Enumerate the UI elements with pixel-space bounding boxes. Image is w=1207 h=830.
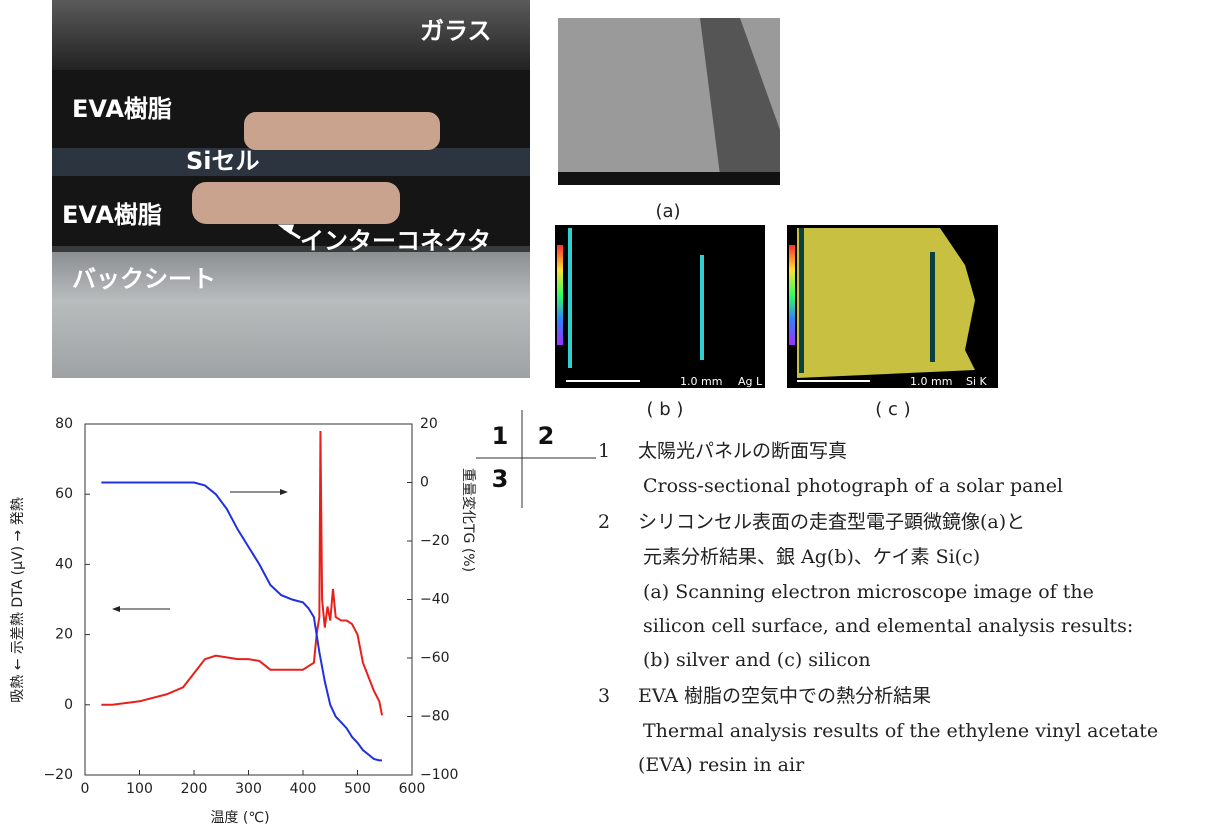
- caption-en: Thermal analysis results of the ethylene…: [643, 720, 1158, 742]
- layout-key: 1 2 3: [476, 410, 596, 508]
- panel-label: (a): [655, 201, 680, 222]
- panel-label: ( c ): [875, 399, 910, 420]
- page: {"photo": {"labels": ["ガラス", "EVA樹脂", "S…: [0, 0, 1207, 830]
- caption-ja: EVA 樹脂の空気中での熱分析結果: [638, 685, 931, 707]
- y2-tick-label: 0: [420, 475, 429, 491]
- sem-images: (a) 1.0 mm Ag L ( b ) 1.0 mm Si K ( c ): [555, 18, 998, 420]
- y2-tick-label: −100: [420, 767, 458, 783]
- element-label: Si K: [966, 375, 988, 388]
- y2-tick-label: −80: [420, 709, 450, 725]
- caption-en: (EVA) resin in air: [638, 754, 805, 776]
- caption-number: 2: [598, 511, 610, 533]
- y-tick-label: 60: [55, 486, 73, 502]
- y-tick-label: 20: [55, 627, 73, 643]
- y-tick-label: 40: [55, 556, 73, 572]
- photo-label: Siセル: [186, 147, 260, 175]
- chart: 温度 (℃) 吸熱 ← 示差熱 DTA (μV) → 発熱 重量変化TG (%)…: [10, 416, 476, 826]
- plot-frame: [85, 424, 412, 775]
- key-number: 2: [538, 422, 555, 450]
- photo-label: EVA樹脂: [72, 95, 172, 123]
- y2-tick-label: 20: [420, 416, 438, 432]
- panel-label: ( b ): [647, 399, 684, 420]
- key-number: 3: [492, 465, 509, 493]
- scale-bar: 1.0 mm: [910, 375, 952, 388]
- y2-axis-title: 重量変化TG (%): [460, 468, 476, 572]
- caption-ja: 太陽光パネルの断面写真: [638, 440, 847, 462]
- key-number: 1: [492, 422, 509, 450]
- photo-label: ガラス: [420, 17, 492, 45]
- y-tick-label: −20: [43, 767, 73, 783]
- photo-label: インターコネクタ: [300, 227, 491, 255]
- annotation-arrows: [112, 489, 288, 612]
- x-tick-label: 300: [235, 781, 262, 797]
- x-tick-label: 100: [126, 781, 153, 797]
- x-tick-label: 400: [290, 781, 317, 797]
- y2-tick-label: −60: [420, 650, 450, 666]
- scale-bar: 1.0 mm: [680, 375, 722, 388]
- x-tick-label: 200: [181, 781, 208, 797]
- caption-number: 1: [598, 440, 610, 462]
- y2-tick-label: −20: [420, 533, 450, 549]
- caption-en: silicon cell surface, and elemental anal…: [643, 615, 1133, 637]
- caption-ja: 元素分析結果、銀 Ag(b)、ケイ素 Si(c): [643, 546, 980, 568]
- element-label: Ag L: [738, 375, 763, 388]
- photo-label: バックシート: [72, 265, 216, 293]
- caption-en: (b) silver and (c) silicon: [643, 649, 871, 671]
- cross-section-photo: ガラス EVA樹脂 Siセル EVA樹脂 インターコネクタ バックシート: [52, 0, 530, 378]
- x-axis-title: 温度 (℃): [210, 810, 269, 826]
- captions: 1 太陽光パネルの断面写真 Cross-sectional photograph o…: [598, 440, 1158, 776]
- y-tick-label: 80: [55, 416, 73, 432]
- data-line: [101, 431, 382, 715]
- x-tick-label: 600: [399, 781, 426, 797]
- x-tick-label: 0: [81, 781, 90, 797]
- y-tick-label: 0: [64, 697, 73, 713]
- x-tick-label: 500: [344, 781, 371, 797]
- caption-en: (a) Scanning electron microscope image o…: [643, 581, 1094, 603]
- photo-label: EVA樹脂: [62, 201, 162, 229]
- figure: ガラス EVA樹脂 Siセル EVA樹脂 インターコネクタ バックシート (a)…: [0, 0, 1207, 830]
- data-line: [101, 483, 382, 761]
- y-axis-title: 吸熱 ← 示差熱 DTA (μV) → 発熱: [10, 497, 26, 702]
- caption-ja: シリコンセル表面の走査型電子顕微鏡像(a)と: [638, 511, 1025, 533]
- caption-number: 3: [598, 685, 610, 707]
- caption-en: Cross-sectional photograph of a solar pa…: [643, 475, 1063, 497]
- y2-tick-label: −40: [420, 592, 450, 608]
